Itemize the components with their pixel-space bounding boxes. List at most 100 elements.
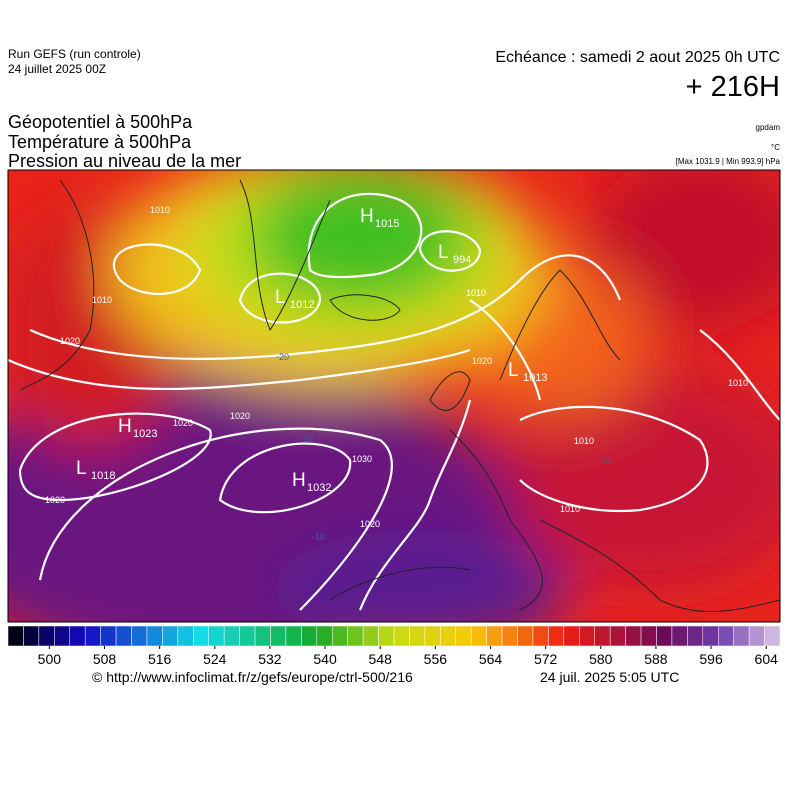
isobar-label: 1010 <box>574 436 594 446</box>
temperature-label: -10 <box>312 532 325 542</box>
colorbar-swatch <box>625 625 642 647</box>
colorbar-swatch <box>254 625 271 647</box>
isobar-label: 1010 <box>728 378 748 388</box>
colorbar-swatch <box>23 625 40 647</box>
center-type: H <box>118 416 132 437</box>
colorbar-swatch <box>285 625 302 647</box>
map: -20 -10 -10 -10 1010 1010 1020 1020 1020 1020 103… <box>8 170 780 622</box>
colorbar-swatch <box>331 625 348 647</box>
colorbar-swatch <box>223 625 240 647</box>
colorbar-swatch <box>146 625 163 647</box>
temperature-label: -10 <box>598 456 611 466</box>
colorbar-swatch <box>671 625 688 647</box>
colorbar-swatch <box>455 625 472 647</box>
colorbar: 500 508 516 524 532 540 548 556 564 572 580 588 596 6… <box>7 625 781 667</box>
center-pressure: 1032 <box>307 482 331 494</box>
run-name: Run GEFS (run controle) <box>8 47 141 61</box>
colorbar-swatch <box>393 625 410 647</box>
field-title: Géopotentiel à 500hPa <box>8 112 193 132</box>
colorbar-swatch <box>378 625 395 647</box>
colorbar-swatch <box>208 625 225 647</box>
isobar-label: 1020 <box>45 495 65 505</box>
center-type: L <box>275 287 286 308</box>
coastlines <box>19 179 780 613</box>
issued: 24 juil. 2025 5:05 UTC <box>540 669 679 685</box>
colorbar-swatch <box>532 625 549 647</box>
colorbar-label: 572 <box>534 651 558 667</box>
source: © http://www.infoclimat.fr/z/gefs/europe… <box>92 669 413 685</box>
colorbar-swatch <box>440 625 457 647</box>
colorbar-swatch <box>470 625 487 647</box>
isobar-label: 1010 <box>150 205 170 215</box>
isobar-label: 1020 <box>230 411 250 421</box>
colorbar-label: 556 <box>424 651 448 667</box>
colorbar-label: 524 <box>203 651 227 667</box>
center-pressure: 1012 <box>290 299 314 311</box>
isobar-label: 1020 <box>173 418 193 428</box>
center-type: L <box>438 242 449 263</box>
colorbar-label: 548 <box>369 651 393 667</box>
center-pressure: 1023 <box>133 428 157 440</box>
colorbar-swatch <box>579 625 595 647</box>
run-date: 24 juillet 2025 00Z <box>8 62 106 76</box>
isobar-label: 1020 <box>60 336 80 346</box>
colorbar-swatch <box>702 625 719 647</box>
center-type: L <box>508 360 519 381</box>
colorbar-label: 516 <box>148 651 172 667</box>
colorbar-swatch <box>563 625 580 647</box>
colorbar-swatch <box>162 625 179 647</box>
field-title: Pression au niveau de la mer <box>8 151 241 171</box>
colorbar-label: 564 <box>479 651 503 667</box>
colorbar-swatch <box>193 625 209 647</box>
colorbar-swatch <box>38 625 55 647</box>
isobar-label: 1010 <box>560 504 580 514</box>
center-type: H <box>360 206 374 227</box>
colorbar-swatch <box>316 625 333 647</box>
colorbar-label: 604 <box>755 651 779 667</box>
colorbar-swatch <box>748 625 765 647</box>
center-type: H <box>292 470 306 491</box>
colorbar-swatch <box>594 625 611 647</box>
colorbar-swatch <box>239 625 256 647</box>
temperature-label: -10 <box>300 434 313 444</box>
unit: °C <box>771 143 780 152</box>
colorbar-swatch <box>656 625 673 647</box>
isobars <box>8 192 780 611</box>
colorbar-swatch <box>687 625 704 647</box>
colorbar-swatch <box>733 625 750 647</box>
center-pressure: 1018 <box>91 470 115 482</box>
colorbar-swatch <box>177 625 194 647</box>
isobar-label: 1020 <box>360 519 380 529</box>
colorbar-label: 500 <box>38 651 62 667</box>
colorbar-label: 588 <box>644 651 668 667</box>
colorbar-label: 580 <box>589 651 613 667</box>
colorbar-swatch <box>347 625 364 647</box>
colorbar-swatch <box>362 625 379 647</box>
colorbar-swatch <box>131 625 148 647</box>
colorbar-swatch <box>548 625 565 647</box>
center-pressure: 1013 <box>523 372 547 384</box>
field-title: Température à 500hPa <box>8 132 192 152</box>
colorbar-swatch <box>486 625 503 647</box>
colorbar-swatch <box>270 625 287 647</box>
isobar-labels: 1010 1010 1020 1020 1020 1020 1030 1020 1010 1020… <box>45 205 748 529</box>
colorbar-swatch <box>501 625 518 647</box>
colorbar-swatch <box>301 625 318 647</box>
center-type: L <box>76 458 87 479</box>
map-frame <box>7 169 781 623</box>
colorbar-swatch <box>7 625 24 647</box>
colorbar-swatch <box>54 625 71 647</box>
extremes: [Max 1031.9 | Min 993.9] hPa <box>676 157 781 166</box>
colorbar-swatch <box>69 625 86 647</box>
isobar-label: 1010 <box>92 295 112 305</box>
isobar-label: 1010 <box>466 288 486 298</box>
isobar-label: 1020 <box>472 356 492 366</box>
colorbar-label: 596 <box>699 651 723 667</box>
lead-time: + 216H <box>686 71 780 103</box>
colorbar-swatch <box>717 625 734 647</box>
valid-time: Echéance : samedi 2 aout 2025 0h UTC <box>495 49 780 66</box>
center-pressure: 994 <box>453 254 471 266</box>
colorbar-swatch <box>640 625 657 647</box>
unit: gpdam <box>756 123 781 132</box>
